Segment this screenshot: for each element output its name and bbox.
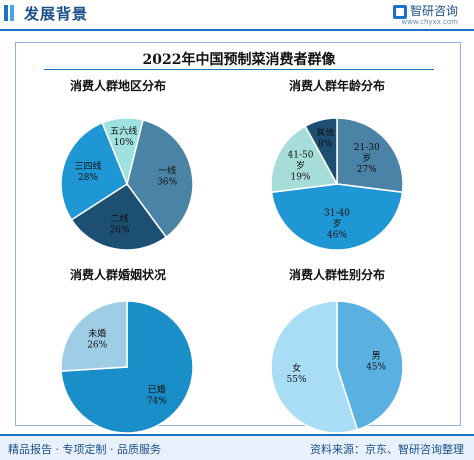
- chart-title-age: 消费人群年龄分布: [289, 79, 386, 93]
- brand-url: www.chyxx.com: [401, 18, 458, 26]
- figure-title: 2022年中国预制菜消费者群像: [142, 52, 336, 68]
- slice-label: 二线 26%: [110, 213, 130, 236]
- slice-label: 男 45%: [366, 350, 386, 372]
- chart-title-region: 消费人群地区分布: [70, 79, 167, 93]
- pie-slice: [60, 121, 128, 221]
- slice-label: 41-50 岁 19%: [288, 150, 314, 182]
- slice-label: 三四线 28%: [74, 160, 101, 183]
- header-divider: [0, 29, 474, 31]
- brand-logo-icon: [392, 4, 407, 19]
- footer-tagline: 精品报告 · 专项定制 · 品质服务: [8, 443, 161, 456]
- slice-label: 五六线 10%: [110, 125, 137, 148]
- slice-label: 已婚 74%: [147, 384, 167, 407]
- slice-label: 31-40 岁 46%: [324, 209, 350, 241]
- pie-slice: [70, 182, 168, 251]
- brand-name: 智研咨询: [409, 4, 458, 18]
- pie-slice: [126, 119, 194, 239]
- header-accent-bar: [4, 5, 8, 21]
- slice-label: 其他 8%: [316, 127, 334, 150]
- slice-label: 女 55%: [287, 362, 307, 385]
- pie-slice: [336, 117, 404, 194]
- pie-slice: [336, 300, 404, 431]
- pie-slice: [101, 117, 144, 187]
- slice-label: 未婚 26%: [87, 328, 107, 351]
- pie-slice: [60, 300, 128, 372]
- pie-slice: [270, 125, 339, 194]
- chart-title-gender: 消费人群性别分布: [289, 268, 386, 282]
- pie-slice: [270, 300, 359, 434]
- pie-slice: [304, 117, 338, 185]
- chart-title-marital: 消费人群婚姻状况: [70, 268, 167, 282]
- footer: 精品报告 · 专项定制 · 品质服务 资料来源：京东、智研咨询整理: [0, 434, 474, 460]
- header-accent-bar: [10, 5, 14, 21]
- slice-label: 一线 36%: [157, 165, 177, 188]
- title-underline: [44, 69, 434, 70]
- header: 发展背景 智研咨询 www.chyxx.com: [0, 0, 474, 30]
- footer-source: 资料来源：京东、智研咨询整理: [310, 443, 464, 456]
- brand: 智研咨询: [392, 2, 458, 19]
- pie-slice: [270, 183, 404, 251]
- header-title: 发展背景: [24, 5, 89, 23]
- slice-label: 21-30 岁 27%: [354, 143, 380, 175]
